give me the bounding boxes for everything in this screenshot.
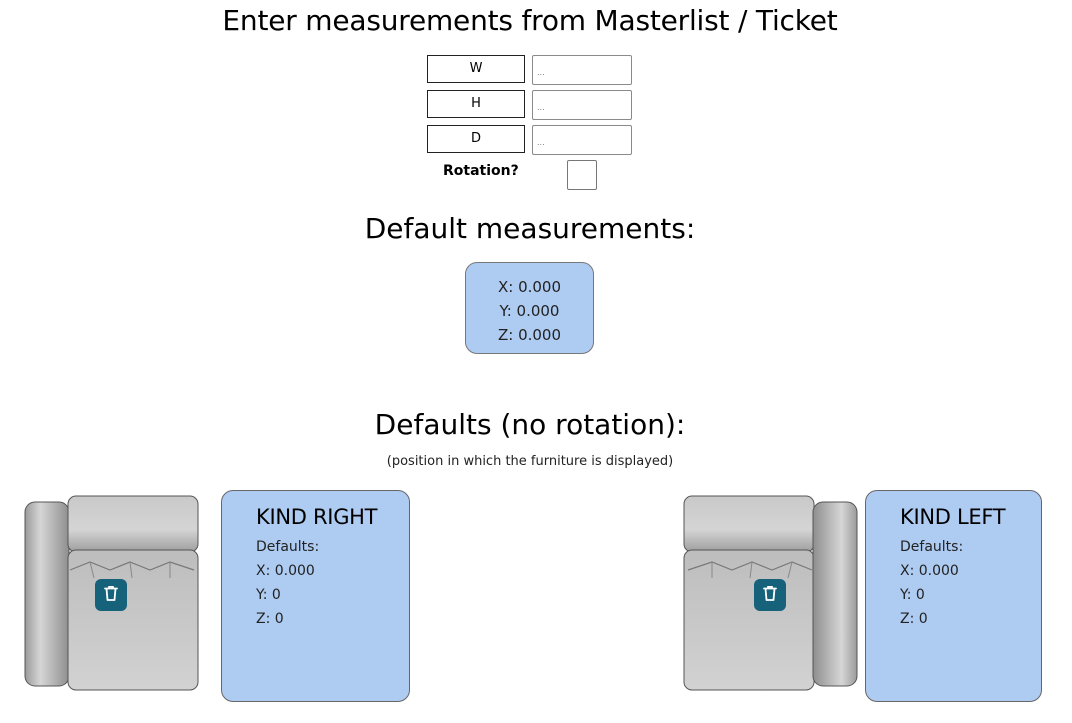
- default-z-value: Z: 0.000: [497, 326, 562, 344]
- page-title: Enter measurements from Masterlist / Tic…: [222, 4, 838, 37]
- kind-right-title: KIND RIGHT: [256, 505, 378, 529]
- defaults-section-subtitle: (position in which the furniture is disp…: [386, 454, 674, 469]
- defaults-section-title: Defaults (no rotation):: [374, 408, 686, 441]
- kind-right-y-value: Y: 0: [256, 587, 281, 603]
- kind-left-x-value: X: 0.000: [900, 563, 959, 579]
- rotation-checkbox[interactable]: [567, 160, 597, 190]
- kind-left-title: KIND LEFT: [900, 505, 1006, 529]
- depth-label: D: [427, 125, 525, 153]
- kind-left-card: KIND LEFT Defaults: X: 0.000 Y: 0 Z: 0: [865, 490, 1042, 702]
- width-label: W: [427, 55, 525, 83]
- height-input[interactable]: [532, 90, 632, 120]
- kind-right-card: KIND RIGHT Defaults: X: 0.000 Y: 0 Z: 0: [221, 490, 410, 702]
- default-measurements-title: Default measurements:: [364, 212, 696, 245]
- kind-right-defaults-label: Defaults:: [256, 539, 320, 555]
- height-label: H: [427, 90, 525, 118]
- kind-left-defaults-label: Defaults:: [900, 539, 964, 555]
- default-measurements-box: X: 0.000 Y: 0.000 Z: 0.000: [465, 262, 594, 354]
- trash-icon: [761, 584, 779, 606]
- default-y-value: Y: 0.000: [499, 302, 560, 320]
- kind-left-z-value: Z: 0: [900, 611, 928, 627]
- depth-input[interactable]: [532, 125, 632, 155]
- default-x-value: X: 0.000: [497, 278, 562, 296]
- delete-kind-right-button[interactable]: [95, 579, 127, 611]
- width-input[interactable]: [532, 55, 632, 85]
- trash-icon: [102, 584, 120, 606]
- delete-kind-left-button[interactable]: [754, 579, 786, 611]
- kind-left-y-value: Y: 0: [900, 587, 925, 603]
- kind-right-x-value: X: 0.000: [256, 563, 315, 579]
- rotation-label: Rotation?: [443, 163, 519, 179]
- kind-right-z-value: Z: 0: [256, 611, 284, 627]
